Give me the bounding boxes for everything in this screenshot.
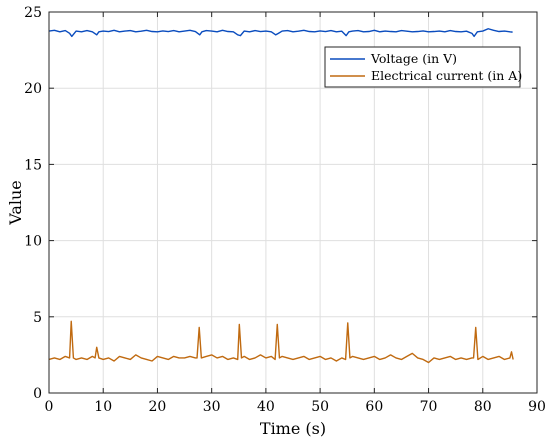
- x-tick-label: 90: [528, 399, 546, 415]
- legend-label: Electrical current (in A): [371, 68, 522, 83]
- y-tick-label: 15: [24, 157, 42, 173]
- x-tick-label: 70: [420, 399, 438, 415]
- x-tick-label: 50: [311, 399, 329, 415]
- series-group: [48, 28, 514, 364]
- y-tick-label: 0: [33, 386, 42, 402]
- series-line-1: [48, 28, 513, 38]
- x-tick-label: 60: [365, 399, 383, 415]
- x-axis-label: Time (s): [260, 419, 326, 438]
- x-tick-label: 30: [203, 399, 221, 415]
- y-tick-label: 10: [24, 234, 42, 250]
- legend-label: Voltage (in V): [370, 51, 457, 66]
- x-tick-label: 20: [149, 399, 167, 415]
- x-tick-label: 10: [94, 399, 112, 415]
- legend-box: [324, 46, 521, 88]
- series-line-2: [48, 320, 514, 364]
- y-tick-label: 5: [33, 310, 42, 326]
- plot-frame: [48, 11, 538, 394]
- legend: Voltage (in V) Electrical current (in A): [324, 46, 522, 88]
- y-tick-label: 25: [24, 5, 42, 21]
- y-axis-label: Value: [6, 180, 25, 226]
- x-tick-label: 40: [257, 399, 275, 415]
- x-tick-label: 0: [45, 399, 54, 415]
- ticks: 0 10 20 30 40 50 60 70 80 90 0 5 10 15 20 25: [24, 5, 546, 415]
- y-tick-label: 20: [24, 81, 42, 97]
- x-tick-label: 80: [474, 399, 492, 415]
